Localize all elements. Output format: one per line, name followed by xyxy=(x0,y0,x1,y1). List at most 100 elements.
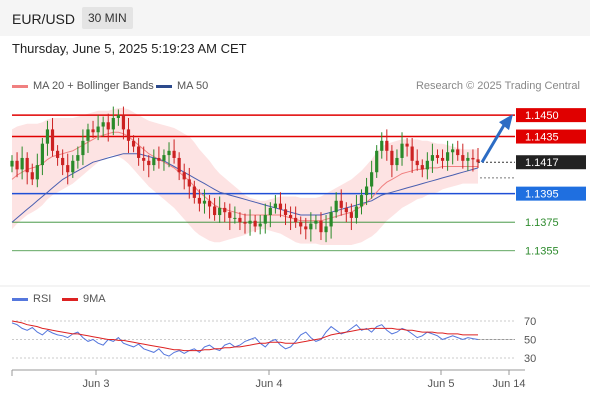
legend-ma50: MA 50 xyxy=(156,80,208,92)
legend-rsi: RSI xyxy=(12,293,51,305)
candle-body xyxy=(177,157,181,173)
rsi-tick-70: 70 xyxy=(524,316,536,328)
rsi-tick-30: 30 xyxy=(524,353,536,365)
level-label-1.1450: 1.1450 xyxy=(525,110,559,122)
candle-body xyxy=(55,150,60,158)
forecast-arrow-shaft xyxy=(480,124,506,163)
level-label-bg-1.1395 xyxy=(516,186,586,201)
candle-body xyxy=(435,155,440,158)
candle-body xyxy=(375,150,379,173)
legend-ma50-swatch xyxy=(156,84,172,88)
candle-body xyxy=(213,206,217,216)
level-label-bg-1.1435 xyxy=(516,129,586,144)
rsi-tick-50: 50 xyxy=(524,335,536,347)
candle-body xyxy=(238,217,242,223)
candle-body xyxy=(172,150,176,158)
legend-rsi-swatch xyxy=(12,297,28,301)
candle-body xyxy=(385,140,389,151)
legend-bollinger-label: MA 20 + Bollinger Bands xyxy=(33,80,154,92)
candle-body xyxy=(192,186,196,198)
level-label-1.1395: 1.1395 xyxy=(525,189,559,201)
candle-body xyxy=(40,143,44,166)
candle-body xyxy=(319,220,323,233)
legend-bollinger: MA 20 + Bollinger Bands xyxy=(12,80,154,92)
candle-body xyxy=(121,115,126,130)
candle-body xyxy=(380,140,384,151)
candle-body xyxy=(233,217,237,219)
candle-body xyxy=(405,143,409,147)
candle-body xyxy=(152,157,156,166)
candle-body xyxy=(197,197,202,204)
candle-body xyxy=(45,129,50,144)
candle-body xyxy=(370,172,374,187)
candle-body xyxy=(111,117,115,130)
x-tick-label: Jun 14 xyxy=(492,378,525,390)
candle-body xyxy=(116,115,120,118)
candle-body xyxy=(309,223,313,230)
candle-body xyxy=(446,152,450,161)
header-bar: EUR/USD 30 MIN xyxy=(0,0,590,36)
candle-body xyxy=(157,157,161,161)
candle-body xyxy=(126,129,131,141)
candle-body xyxy=(476,159,480,163)
candle-body xyxy=(263,215,267,224)
candle-body xyxy=(15,160,19,170)
candle-body xyxy=(359,195,364,207)
candle-body xyxy=(81,140,85,156)
candle-body xyxy=(228,212,232,218)
candle-body xyxy=(299,222,303,227)
candle-body xyxy=(182,172,186,180)
candle-body xyxy=(410,146,414,161)
candle-body xyxy=(167,150,171,156)
timeframe-button[interactable]: 30 MIN xyxy=(82,7,133,29)
candle-body xyxy=(278,203,283,210)
candle-body xyxy=(106,122,110,130)
ma50-line xyxy=(11,153,479,223)
candle-body xyxy=(218,207,222,216)
candle-body xyxy=(248,220,252,224)
candle-body xyxy=(253,220,257,227)
candle-body xyxy=(268,207,272,216)
candle-body xyxy=(66,165,70,173)
candle-body xyxy=(294,217,298,223)
candle-body xyxy=(400,143,404,158)
x-tick-label: Jun 5 xyxy=(428,378,455,390)
candle-body xyxy=(420,165,424,170)
candle-body xyxy=(364,186,369,196)
credit-text: Research © 2025 Trading Central xyxy=(415,80,580,92)
candle-body xyxy=(288,215,293,218)
candle-body xyxy=(466,157,470,161)
candle-body xyxy=(96,126,100,133)
level-label-1.1417: 1.1417 xyxy=(525,157,559,169)
legend-rsi-ma: 9MA xyxy=(62,293,106,305)
level-label-bg-1.1450 xyxy=(516,108,586,123)
candle-body xyxy=(187,179,191,187)
legend-rsi-ma-label: 9MA xyxy=(83,293,106,305)
level-label-1.1435: 1.1435 xyxy=(525,132,559,144)
legend-bollinger-swatch xyxy=(12,84,28,88)
rsi-series-9ma xyxy=(11,320,478,352)
candle-body xyxy=(283,209,288,216)
x-tick-label: Jun 3 xyxy=(83,378,110,390)
candle-body xyxy=(101,122,105,127)
forecast-arrow-head xyxy=(499,114,513,131)
candle-body xyxy=(451,149,455,153)
candle-body xyxy=(223,207,227,213)
candle-body xyxy=(461,155,465,161)
candle-body xyxy=(131,140,136,147)
candle-body xyxy=(86,129,90,141)
candle-body xyxy=(137,146,141,158)
candle-body xyxy=(61,157,65,166)
candle-body xyxy=(314,220,318,224)
candle-body xyxy=(71,160,75,173)
candle-body xyxy=(329,212,333,227)
candle-body xyxy=(162,155,166,161)
candle-body xyxy=(354,206,359,218)
candle-body xyxy=(415,160,419,166)
level-label-1.1375: 1.1375 xyxy=(525,217,559,229)
candle-body xyxy=(147,160,151,166)
candle-body xyxy=(344,207,348,213)
symbol-label: EUR/USD xyxy=(12,11,76,27)
candle-body xyxy=(273,203,277,208)
